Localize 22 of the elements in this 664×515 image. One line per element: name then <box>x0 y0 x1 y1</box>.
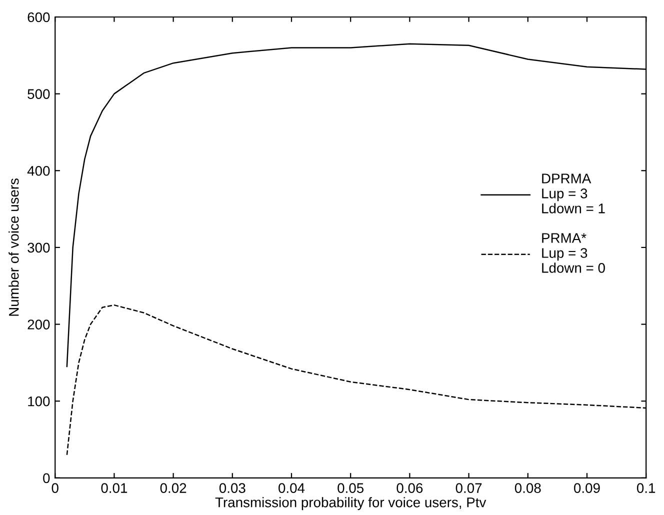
y-tick-label: 200 <box>28 320 50 330</box>
x-tick-label: 0.08 <box>514 483 541 493</box>
x-tick-label: 0.03 <box>219 483 246 493</box>
x-tick-label: 0.01 <box>101 483 128 493</box>
x-tick-label: 0.05 <box>338 483 364 493</box>
x-tick-label: 0.02 <box>160 483 186 493</box>
legend-label: DPRMA Lup = 3 Ldown = 1 <box>542 174 605 214</box>
x-tick-label: 0.1 <box>636 483 656 493</box>
legend-label: PRMA* Lup = 3 Ldown = 0 <box>542 233 605 273</box>
x-tick-label: 0 <box>52 483 58 493</box>
y-tick-label: 100 <box>28 396 50 406</box>
x-tick-label: 0.09 <box>574 483 600 493</box>
y-tick-label: 500 <box>28 89 50 99</box>
y-tick-label: 0 <box>43 473 50 484</box>
y-tick-label: 300 <box>28 242 50 253</box>
y-tick-label: 600 <box>28 12 50 22</box>
x-axis-title: Transmission probability for voice users, Ptv <box>215 497 486 510</box>
y-axis-title: Number of voice users <box>8 178 19 316</box>
x-tick-label: 0.06 <box>396 483 423 493</box>
x-tick-label: 0.04 <box>278 483 305 493</box>
x-tick-label: 0.07 <box>456 483 482 493</box>
y-tick-label: 400 <box>27 166 50 176</box>
